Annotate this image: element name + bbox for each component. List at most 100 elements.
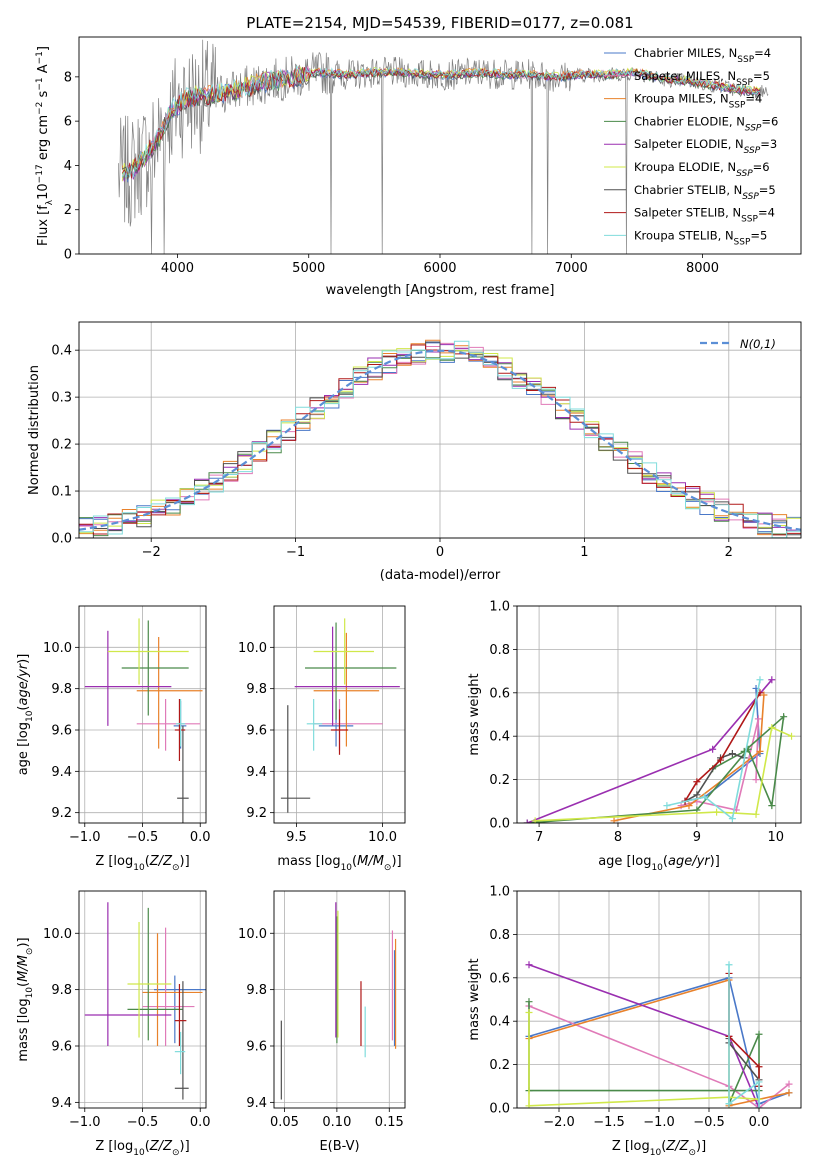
x-axis-label: wavelength [Angstrom, rest frame] [326, 283, 555, 298]
y-axis-label-part: )] [16, 937, 31, 947]
y-tick-label: 10.0 [238, 927, 267, 942]
x-axis-label: Z [log10(Z/Z⊙)] [612, 1139, 706, 1158]
y-axis-label-part: −1 [35, 51, 45, 64]
y-tick-label: 1.0 [489, 600, 510, 615]
y-axis-label-part: age/yr [16, 662, 31, 705]
x-tick-label: −0.5 [127, 830, 159, 845]
x-axis-label-part: )] [180, 1139, 190, 1154]
plot-area-age_vs_mass [280, 618, 400, 813]
legend-entry-part: N [727, 69, 736, 83]
legend-entry: Salpeter MILES, NSSP=5 [634, 69, 770, 88]
y-axis-label-part: M/M [16, 955, 31, 982]
y-tick-label: 0.4 [51, 344, 72, 359]
y-tick-label: 0.4 [489, 730, 510, 745]
legend-entry-part: SSP [737, 55, 754, 65]
legend-entry-part: SSP [729, 101, 746, 111]
weight-marker [755, 1104, 763, 1108]
x-tick-label: −2 [142, 545, 161, 560]
weight-line [528, 964, 760, 1108]
y-axis-label-part: A [36, 64, 51, 77]
weight-marker [523, 819, 531, 823]
weight-marker [693, 791, 701, 799]
weight-marker [728, 750, 736, 758]
x-axis-label-part: ( [145, 854, 150, 869]
x-axis-label-part: ⊙ [172, 863, 180, 873]
x-tick-label: 9 [693, 830, 701, 845]
weight-marker [768, 676, 776, 684]
weight-marker [610, 817, 618, 823]
y-axis-label-part: ] [36, 46, 51, 51]
x-axis-label: E(B-V) [319, 1139, 359, 1154]
axes-frame [78, 321, 802, 539]
y-tick-label: 0.0 [51, 532, 72, 547]
weight-marker [755, 1030, 763, 1038]
legend-entry-part: N [732, 206, 741, 220]
weight-marker [780, 713, 788, 721]
y-tick-label: 0.0 [489, 817, 510, 832]
weight-marker [755, 1078, 763, 1086]
y-tick-label: 0.2 [489, 773, 510, 788]
legend-entry-part: SSP [736, 169, 753, 179]
residual-histogram [79, 340, 801, 538]
legend-entry-part: SSP [736, 78, 753, 88]
weight-marker [756, 747, 764, 755]
y-tick-label: 10.0 [43, 927, 72, 942]
axes-frame [273, 605, 406, 824]
y-tick-label: 9.6 [51, 1040, 72, 1055]
legend-entry-part: =4 [758, 206, 775, 220]
y-axis-label-part: −17 [35, 164, 45, 183]
legend-entry-part: =5 [753, 69, 770, 83]
y-axis-label: Normed distribution [27, 365, 42, 495]
x-tick-label: 8 [614, 830, 622, 845]
y-tick-label: 0.8 [489, 643, 510, 658]
x-tick-label: −0.5 [127, 1115, 159, 1130]
x-axis-label-part: E(B-V) [319, 1139, 359, 1154]
x-axis-label-part: )] [710, 854, 720, 869]
x-tick-label: 0.05 [270, 1115, 299, 1130]
weight-marker [717, 756, 725, 764]
weight-marker [752, 810, 760, 818]
weight-marker [525, 961, 533, 969]
legend-entry-part: =3 [760, 137, 777, 151]
model-spectrum-line [121, 64, 761, 179]
y-tick-label: 0.4 [489, 1015, 510, 1030]
y-tick-label: 9.6 [51, 724, 72, 739]
x-axis-label-part: ( [352, 854, 357, 869]
x-axis-label-part: )] [180, 854, 190, 869]
weight-marker [701, 793, 709, 801]
weight-marker [525, 1009, 533, 1017]
legend-entry-part: =6 [761, 114, 778, 128]
legend-entry: Kroupa MILES, NSSP=4 [634, 92, 762, 111]
panel-age_vs_Z: −1.0 −0.5 0.09.29.49.69.810.0Z [log10(Z/Z⊙… [16, 605, 211, 873]
weight-marker [713, 808, 721, 816]
y-tick-label: 9.4 [51, 765, 72, 780]
x-axis-label-part: Z/Z [665, 1139, 689, 1154]
x-axis-label-part: Z [log [95, 854, 133, 869]
x-axis-label-part: 10 [650, 1148, 662, 1158]
x-axis-label-part: age [log [598, 854, 651, 869]
weight-marker [785, 1089, 793, 1097]
x-axis-label: (data-model)/error [380, 568, 501, 583]
panel-age_vs_mass: 9.5 10.0 9.2 9.4 9.6 9.8 10.0 mass [log10(M/M⊙)… [238, 605, 406, 873]
legend-entry: Chabrier MILES, NSSP=4 [634, 46, 771, 65]
legend-entry-part: =6 [753, 160, 770, 174]
panel-mass_vs_ebv: 0.05 0.10 0.15 9.4 9.6 9.8 10.0 E(B-V) [238, 890, 406, 1154]
weight-line [684, 692, 761, 802]
weight-line [528, 1012, 760, 1107]
weight-marker [725, 1100, 733, 1108]
x-axis-label-part: ⊙ [384, 863, 392, 873]
x-axis-label-part: )] [391, 854, 401, 869]
weight-marker [693, 778, 701, 786]
axes-frame [78, 605, 207, 824]
y-tick-label: 1.0 [489, 885, 510, 900]
plot-area-spectrum [118, 39, 769, 254]
axes-frame [516, 890, 802, 1109]
x-tick-label: −1.5 [593, 1115, 625, 1130]
x-tick-label: 7000 [555, 261, 588, 276]
legend-entry-part: SSP [744, 146, 761, 156]
y-tick-label: 0.1 [51, 485, 72, 500]
legend-entry-part: =5 [759, 183, 776, 197]
y-tick-label: 6 [64, 115, 72, 130]
x-tick-label: −1 [286, 545, 305, 560]
